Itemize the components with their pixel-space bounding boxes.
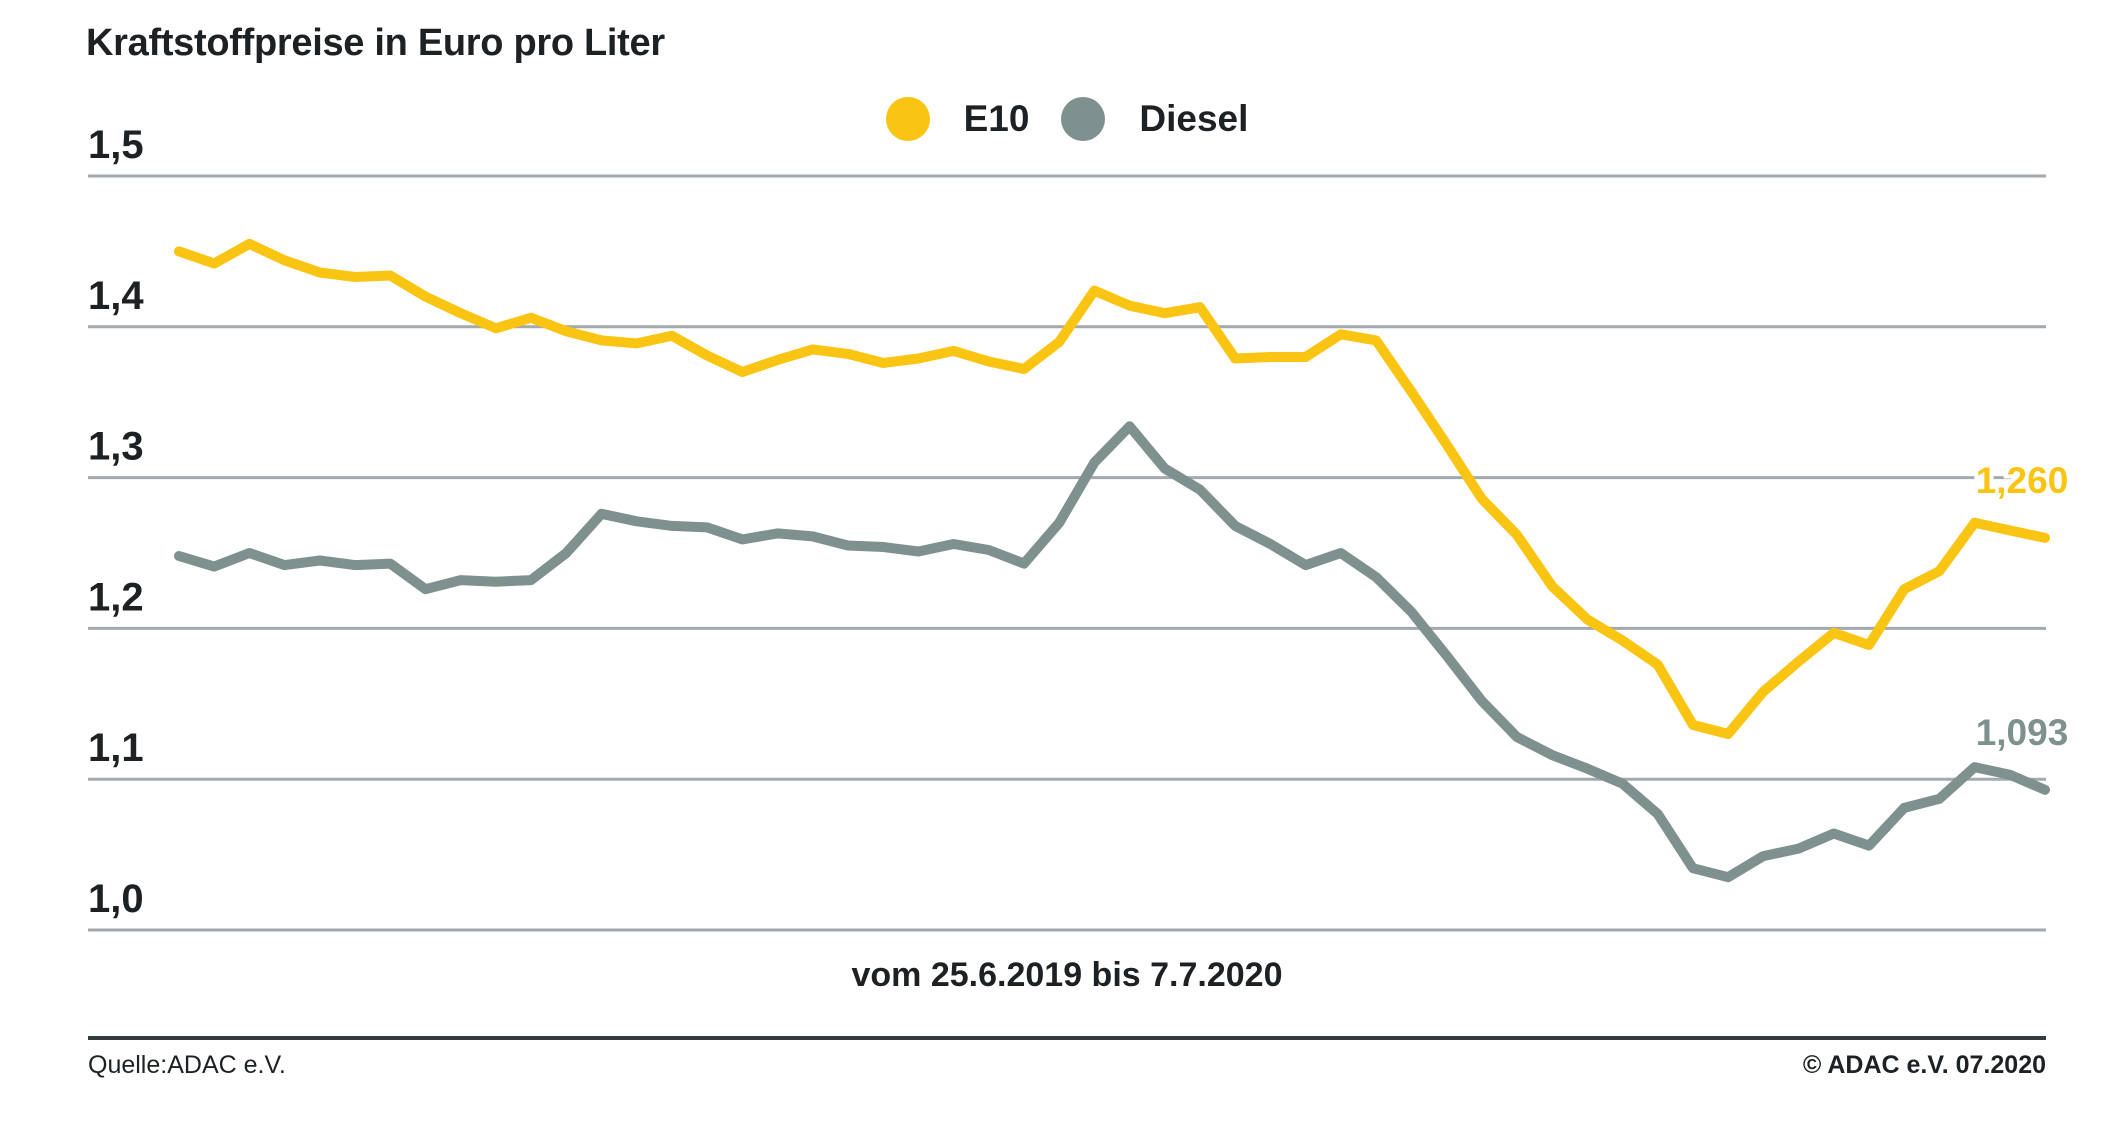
legend: E10 Diesel	[88, 97, 2046, 141]
ytick-label-1,3: 1,3	[88, 425, 144, 469]
x-axis-range-caption: vom 25.6.2019 bis 7.7.2020	[851, 956, 1283, 994]
copyright-note: © ADAC e.V. 07.2020	[1802, 1051, 2046, 1079]
end-label-e10: 1,260	[1976, 460, 2069, 501]
ytick-label-1,1: 1,1	[88, 726, 144, 770]
legend-label-e10: E10	[963, 98, 1030, 139]
ytick-label-1,2: 1,2	[88, 575, 144, 619]
end-label-diesel: 1,093	[1976, 712, 2069, 753]
legend-item-diesel: Diesel	[1061, 97, 1248, 141]
ytick-label-1,4: 1,4	[88, 274, 144, 318]
series-line-e10	[174, 238, 2050, 739]
legend-item-e10: E10	[885, 97, 1030, 141]
footer-separator	[88, 1036, 2046, 1040]
source-note: Quelle:ADAC e.V.	[88, 1051, 286, 1079]
page-title: Kraftstoffpreise in Euro pro Liter	[86, 22, 665, 64]
ytick-label-1,0: 1,0	[88, 877, 144, 921]
legend-label-diesel: Diesel	[1139, 98, 1249, 139]
e10-dot-icon	[885, 97, 930, 141]
ytick-label-1,5: 1,5	[88, 123, 144, 167]
series-line-diesel	[174, 421, 2050, 883]
diesel-dot-icon	[1061, 97, 1106, 141]
